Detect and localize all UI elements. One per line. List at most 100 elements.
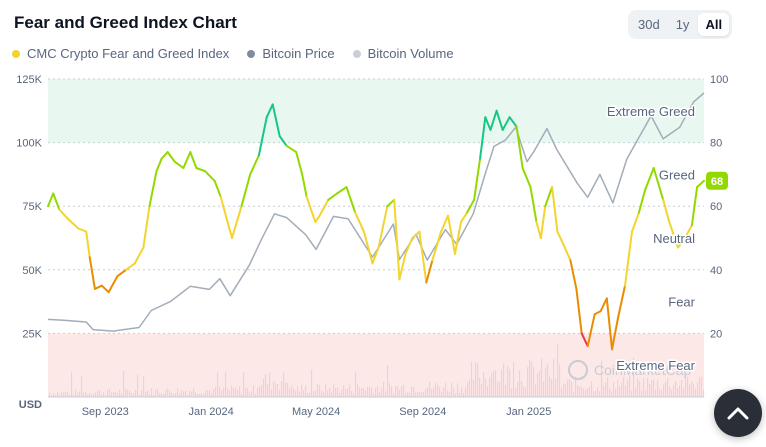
range-30d-button[interactable]: 30d bbox=[631, 13, 667, 36]
volume-bar bbox=[53, 392, 55, 397]
volume-bar bbox=[65, 391, 67, 397]
volume-bar bbox=[247, 387, 249, 397]
volume-bar bbox=[321, 390, 323, 397]
volume-bar bbox=[313, 391, 315, 397]
fear-greed-segment bbox=[489, 109, 498, 131]
volume-bar bbox=[193, 388, 195, 397]
volume-bar bbox=[241, 393, 243, 397]
volume-bar bbox=[125, 388, 127, 397]
fear-greed-segment bbox=[617, 284, 626, 319]
volume-bar bbox=[239, 386, 241, 397]
volume-bar bbox=[451, 382, 453, 397]
volume-bar bbox=[525, 387, 527, 397]
volume-bar bbox=[585, 390, 587, 397]
volume-bar bbox=[205, 390, 207, 397]
volume-bar bbox=[59, 393, 61, 397]
volume-bar bbox=[285, 382, 287, 397]
legend-item-fear-greed[interactable]: CMC Crypto Fear and Greed Index bbox=[12, 46, 229, 61]
volume-bar bbox=[141, 390, 143, 397]
volume-bar bbox=[95, 392, 97, 397]
volume-bar bbox=[71, 371, 73, 397]
fear-greed-series bbox=[47, 103, 705, 351]
volume-bar bbox=[325, 383, 327, 397]
fear-greed-segment bbox=[285, 144, 298, 154]
watermark-text: CoinMarketCap bbox=[594, 362, 691, 378]
volume-bar bbox=[441, 391, 443, 397]
volume-bar bbox=[595, 390, 597, 397]
volume-bar bbox=[77, 392, 79, 397]
volume-bar bbox=[575, 376, 577, 397]
fear-greed-segment bbox=[605, 297, 613, 351]
volume-bar bbox=[607, 377, 609, 397]
volume-bar bbox=[157, 389, 159, 397]
volume-bar bbox=[429, 381, 431, 397]
fear-greed-segment bbox=[362, 230, 374, 265]
x-axis-tick-label: May 2024 bbox=[292, 406, 340, 418]
volume-bar bbox=[263, 378, 265, 397]
volume-bars bbox=[49, 344, 705, 397]
volume-bar bbox=[227, 388, 229, 397]
legend-item-bitcoin-volume[interactable]: Bitcoin Volume bbox=[352, 46, 454, 61]
fear-greed-segment bbox=[371, 246, 380, 265]
volume-bar bbox=[597, 387, 599, 397]
coinmarketcap-logo-icon bbox=[568, 360, 588, 380]
scroll-to-top-button[interactable] bbox=[714, 389, 762, 437]
volume-bar bbox=[267, 384, 269, 397]
volume-bar bbox=[419, 391, 421, 397]
page-title: Fear and Greed Index Chart bbox=[14, 13, 237, 32]
volume-bar bbox=[499, 381, 501, 397]
extreme-fear-band bbox=[48, 333, 704, 397]
volume-bar bbox=[461, 387, 463, 397]
volume-bar bbox=[199, 393, 201, 397]
volume-bar bbox=[521, 380, 523, 397]
volume-bar bbox=[329, 387, 331, 397]
volume-bar bbox=[273, 381, 275, 397]
volume-bar bbox=[353, 393, 355, 397]
volume-bar bbox=[437, 385, 439, 397]
fear-greed-segment bbox=[529, 186, 538, 224]
fear-greed-segment bbox=[58, 208, 69, 220]
volume-bar bbox=[303, 390, 305, 397]
x-axis-tick-label: Jan 2024 bbox=[188, 406, 233, 418]
legend-item-bitcoin-price[interactable]: Bitcoin Price bbox=[247, 46, 335, 61]
volume-bar bbox=[463, 392, 465, 397]
volume-bar bbox=[371, 387, 373, 397]
fear-greed-segment bbox=[611, 316, 620, 351]
volume-bar bbox=[181, 389, 183, 397]
volume-bar bbox=[563, 383, 565, 397]
volume-bar bbox=[405, 393, 407, 397]
volume-bar bbox=[455, 393, 457, 397]
volume-bar bbox=[133, 393, 135, 397]
zone-label: Neutral bbox=[653, 231, 695, 246]
fear-greed-segment bbox=[52, 192, 61, 211]
x-axis: Sep 2023 Jan 2024 May 2024 Sep 2024 Jan 2025 bbox=[48, 396, 704, 418]
left-axis-tick-label: 50K bbox=[22, 265, 42, 277]
volume-bar bbox=[505, 384, 507, 397]
volume-bar bbox=[359, 387, 361, 397]
fear-greed-segment bbox=[539, 205, 547, 239]
volume-bar bbox=[147, 390, 149, 397]
range-all-button[interactable]: All bbox=[698, 13, 730, 36]
range-1y-button[interactable]: 1y bbox=[669, 13, 697, 36]
volume-bar bbox=[375, 388, 377, 397]
volume-bar bbox=[115, 392, 117, 397]
volume-bar bbox=[383, 381, 385, 397]
volume-bar bbox=[249, 392, 251, 397]
volume-bar bbox=[287, 382, 289, 397]
volume-bar bbox=[627, 379, 629, 397]
fear-greed-segment bbox=[240, 173, 252, 208]
volume-bar bbox=[351, 390, 353, 397]
fear-greed-segment bbox=[662, 198, 671, 224]
legend-label: Bitcoin Volume bbox=[367, 46, 454, 61]
volume-bar bbox=[491, 373, 493, 397]
fear-greed-segment bbox=[278, 135, 288, 147]
volume-bar bbox=[331, 392, 333, 397]
volume-bar bbox=[647, 378, 649, 397]
fear-greed-segment bbox=[515, 125, 524, 169]
volume-bar bbox=[601, 360, 603, 397]
volume-bar bbox=[127, 389, 129, 397]
zone-label: Greed bbox=[659, 167, 695, 182]
fear-greed-segment bbox=[556, 230, 565, 246]
fear-greed-segment bbox=[683, 224, 693, 239]
